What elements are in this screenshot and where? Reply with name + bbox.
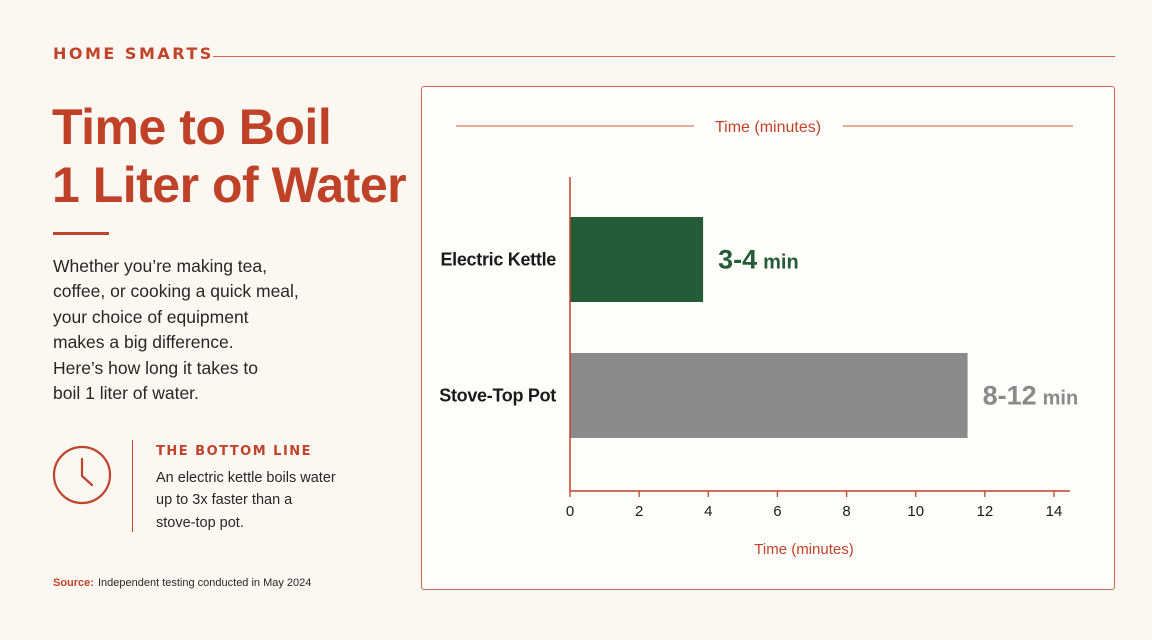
data-label-unit: min: [763, 252, 799, 274]
title-underline: [53, 232, 109, 235]
page-title: Time to Boil 1 Liter of Water: [52, 98, 412, 214]
bar: [570, 217, 704, 302]
title-line: 1 Liter of Water: [52, 157, 407, 213]
bar: [570, 353, 968, 438]
header-divider: [213, 56, 1115, 57]
bar-chart: Time (minutes) Electric Kettle 3-4 min Stove…: [439, 119, 1079, 558]
intro-line: your choice of equipment: [53, 306, 249, 327]
data-label: 3-4 min: [718, 245, 799, 275]
x-tick-label: 0: [566, 503, 574, 520]
intro-text: Whether you’re making tea, coffee, or co…: [53, 254, 343, 406]
intro-line: Whether you’re making tea,: [53, 256, 267, 276]
x-tick-label: 14: [1046, 503, 1063, 520]
brand-label: HOME SMARTS: [53, 44, 214, 63]
x-tick-label: 8: [842, 503, 850, 520]
x-tick-label: 6: [773, 503, 781, 520]
intro-line: boil 1 liter of water.: [53, 383, 199, 404]
intro-line: coffee, or cooking a quick meal,: [53, 281, 299, 302]
x-axis-title: Time (minutes): [754, 541, 853, 558]
callout-line: An electric kettle boils water: [156, 470, 336, 486]
callout-divider: [132, 440, 133, 532]
source-label: Source:: [53, 577, 94, 589]
x-tick-label: 12: [977, 503, 994, 520]
x-tick-label: 10: [907, 503, 924, 520]
title-line: Time to Boil: [52, 99, 332, 155]
callout-heading: THE BOTTOM LINE: [156, 444, 313, 459]
category-label: Electric Kettle: [440, 250, 556, 270]
intro-line: Here’s how long it takes to: [53, 357, 258, 378]
data-label: 8-12 min: [983, 381, 1079, 411]
data-label-unit: min: [1043, 388, 1079, 410]
chart-panel: Time (minutes) Electric Kettle 3-4 min Stove…: [421, 86, 1115, 590]
clock-icon: [52, 445, 112, 505]
callout-line: stove-top pot.: [156, 514, 244, 531]
source-note: Source: Independent testing conducted in …: [53, 577, 311, 589]
source-text: Independent testing conducted in May 202…: [97, 577, 312, 589]
category-label: Stove-Top Pot: [439, 386, 556, 406]
data-label-number: 3-4: [718, 245, 757, 275]
callout-line: up to 3x faster than a: [156, 492, 293, 509]
callout-text: An electric kettle boils water up to 3x …: [156, 467, 366, 534]
x-tick-label: 4: [704, 503, 712, 520]
chart-title: Time (minutes): [715, 119, 821, 136]
intro-line: makes a big difference.: [53, 332, 234, 353]
data-label-number: 8-12: [983, 381, 1037, 411]
x-tick-label: 2: [635, 503, 643, 520]
